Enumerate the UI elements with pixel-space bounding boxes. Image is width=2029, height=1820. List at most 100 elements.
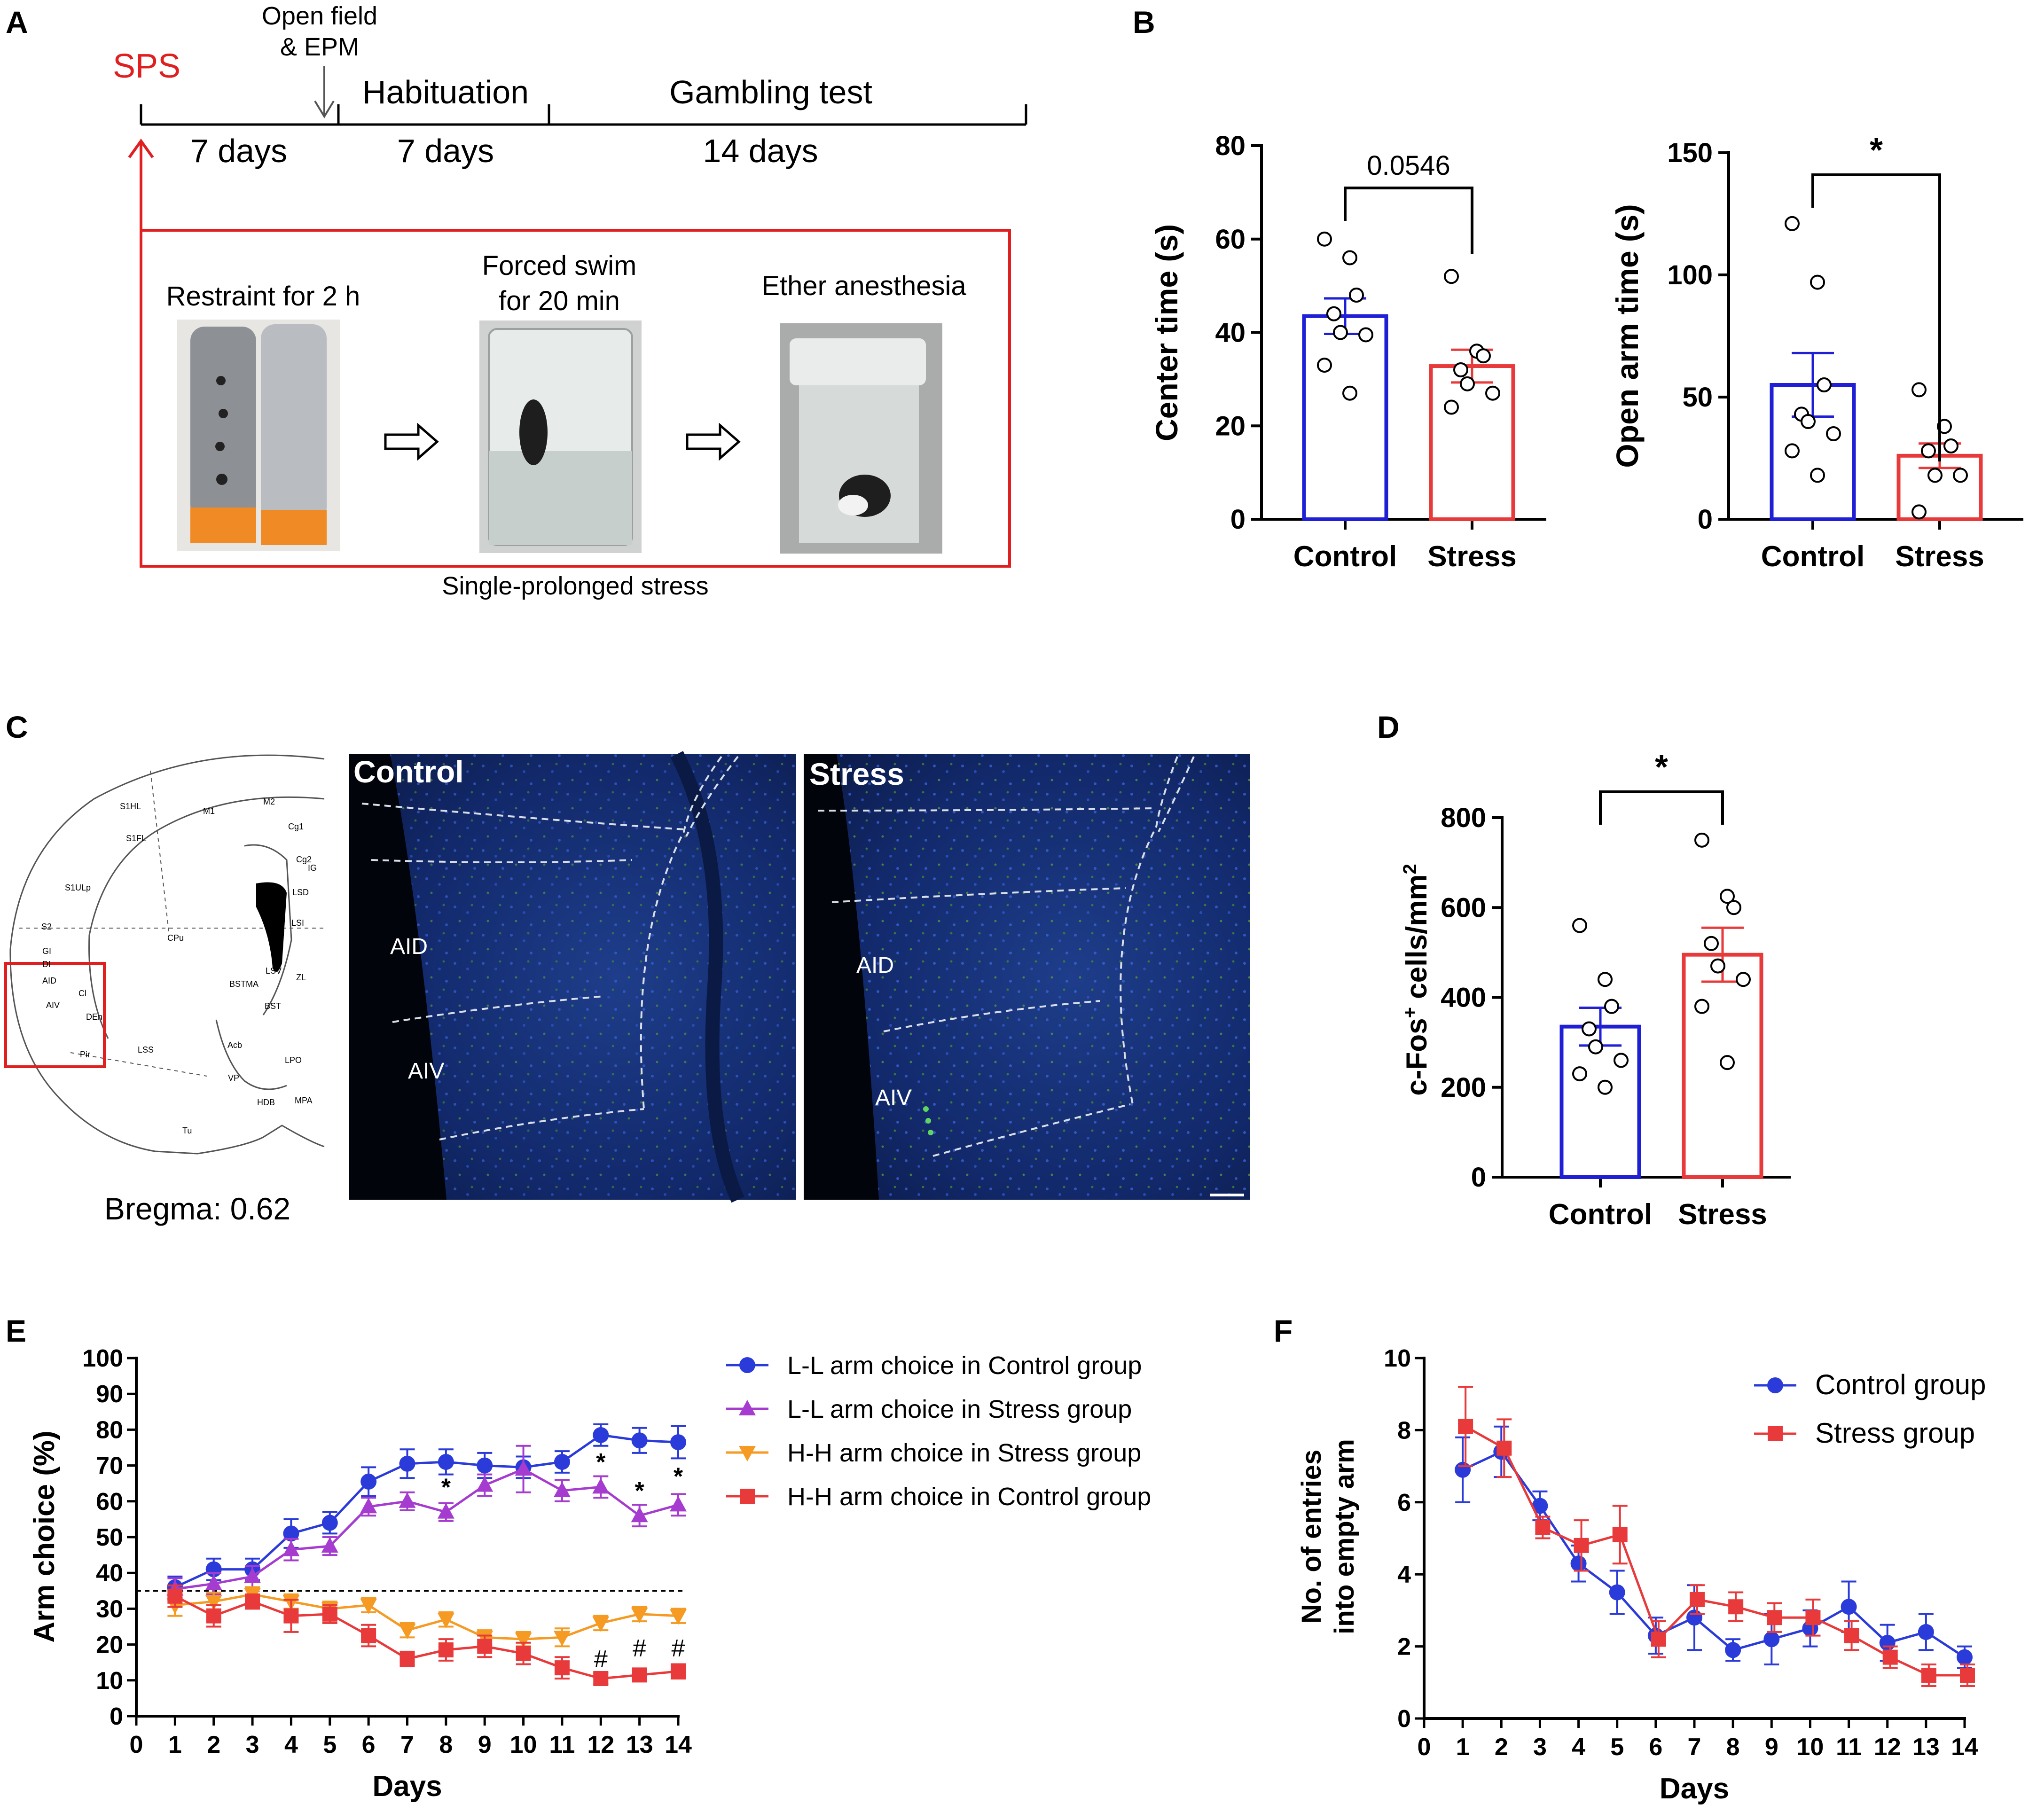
significance-annotation: * [674, 1463, 683, 1490]
legend-marker-0 [1767, 1377, 1783, 1393]
panel-label-f: F [1274, 1313, 1293, 1348]
restraint-tubes-photo [177, 320, 340, 551]
atlas-label-lss: LSS [138, 1045, 154, 1055]
legend-marker-1 [739, 1400, 756, 1415]
step-ether-label: Ether anesthesia [761, 271, 966, 301]
atlas-label-vp: VP [228, 1073, 239, 1083]
series-0-line [1462, 1450, 1966, 1658]
x-tick-label: 2 [207, 1731, 220, 1758]
x-tick-label: 7 [1688, 1734, 1701, 1761]
data-point-stress [1694, 832, 1709, 848]
series-0-point [399, 1455, 415, 1472]
series-0-point [477, 1457, 493, 1474]
y-tick-label: 20 [1215, 411, 1246, 441]
x-tick-label: 7 [400, 1731, 414, 1758]
data-point-control [1785, 216, 1800, 231]
micrograph-stress: Stress AID AIV [804, 754, 1250, 1200]
data-point-control [1817, 377, 1832, 392]
series-0-point [1455, 1461, 1471, 1478]
data-point-stress [1911, 382, 1927, 398]
y-tick-label: 40 [1215, 318, 1246, 348]
data-point-stress [1736, 972, 1751, 987]
micrograph-control: Control AID AIV [349, 751, 796, 1203]
panel-label-d: D [1377, 710, 1400, 744]
atlas-label-lpo: LPO [285, 1055, 302, 1065]
data-point-stress [1911, 504, 1927, 520]
series-3-point [593, 1671, 609, 1686]
micrograph-stress-aid: AID [856, 953, 894, 978]
series-0-point [593, 1427, 609, 1443]
step-swim-label-line1: Forced swim [482, 250, 637, 281]
y-tick-label: 10 [1384, 1345, 1411, 1372]
series-0-point [1841, 1599, 1857, 1615]
y-tick-label: 30 [96, 1595, 123, 1623]
significance-annotation: * [441, 1474, 451, 1501]
series-1-line [175, 1468, 679, 1590]
y-tick-label: 50 [96, 1524, 123, 1551]
series-1-point [670, 1496, 687, 1512]
series-0-point [1570, 1555, 1587, 1572]
days-label-3: 14 days [703, 133, 818, 169]
data-point-stress [1927, 468, 1943, 483]
x-tick-label: 14 [1951, 1734, 1978, 1761]
y-tick-label: 90 [96, 1381, 123, 1408]
x-axis-label: Days [1660, 1773, 1729, 1805]
x-tick-label-control: Control [1293, 540, 1397, 573]
series-1-point [1844, 1628, 1859, 1643]
data-point-control [1358, 327, 1373, 343]
data-point-stress [1720, 1055, 1735, 1070]
atlas-label-cl: Cl [78, 989, 86, 998]
center-time-bar-chart: 0 20 40 60 80 Control Stress 0.0546 Center time … [1149, 131, 1546, 573]
y-axis-label: c-Fos+ cells/mm2 [1400, 864, 1433, 1096]
x-tick-label: 4 [1572, 1734, 1585, 1761]
y-tick-label: 50 [1682, 382, 1713, 413]
series-1-point [205, 1575, 222, 1591]
data-point-stress [1476, 348, 1491, 364]
series-1-point [1651, 1632, 1666, 1647]
y-tick-label: 20 [96, 1632, 123, 1659]
atlas-label-ig: IG [308, 863, 317, 873]
series-1-point [1690, 1592, 1705, 1607]
x-tick-label: 2 [1495, 1734, 1508, 1761]
data-point-stress [1704, 936, 1719, 951]
series-0-point [321, 1515, 338, 1531]
series-3-point [400, 1651, 415, 1667]
series-3-point [554, 1660, 570, 1676]
series-0-point [1957, 1649, 1973, 1665]
series-2-point [631, 1607, 648, 1623]
cfos-bar-chart: 0 200 400 600 800 Control Stress * c-Fos+ cells/… [1400, 749, 1791, 1231]
x-tick-label: 11 [549, 1731, 575, 1758]
data-point-stress [1444, 399, 1459, 415]
data-point-control [1349, 288, 1364, 303]
atlas-region-labels: S1HL M1 M2 Cg1 S1FL Cg2 IG S1ULp LSD S2 … [41, 797, 317, 1135]
y-tick-label: 100 [82, 1345, 123, 1372]
panel-label-c: C [6, 710, 28, 744]
data-point-control [1317, 358, 1332, 373]
atlas-label-bstma: BSTMA [229, 979, 259, 989]
x-tick-label: 5 [1610, 1734, 1624, 1761]
atlas-label-cg1: Cg1 [288, 822, 304, 831]
y-tick-label: 80 [96, 1416, 123, 1444]
significance-label: * [1655, 749, 1668, 786]
series-0-point [1686, 1609, 1702, 1626]
data-point-control [1614, 1053, 1629, 1068]
micrograph-control-aid: AID [390, 934, 428, 959]
data-point-control [1333, 325, 1348, 340]
x-tick-label: 6 [1649, 1734, 1662, 1761]
atlas-label-m2: M2 [263, 797, 275, 806]
series-1-point [1458, 1419, 1473, 1434]
process-arrow-1 [384, 422, 439, 461]
series-1-point [282, 1540, 300, 1556]
y-tick-label: 60 [96, 1488, 123, 1515]
series-3-point [632, 1667, 647, 1683]
series-1-point [1574, 1538, 1589, 1553]
x-tick-label: 5 [323, 1731, 337, 1758]
series-3-point [438, 1642, 454, 1658]
y-tick-label: 800 [1441, 803, 1486, 833]
data-point-control [1582, 1021, 1597, 1037]
series-1-point [553, 1481, 571, 1497]
legend-marker-0 [739, 1357, 755, 1373]
legend-marker-3 [740, 1489, 755, 1504]
sps-red-arrow [128, 138, 154, 230]
